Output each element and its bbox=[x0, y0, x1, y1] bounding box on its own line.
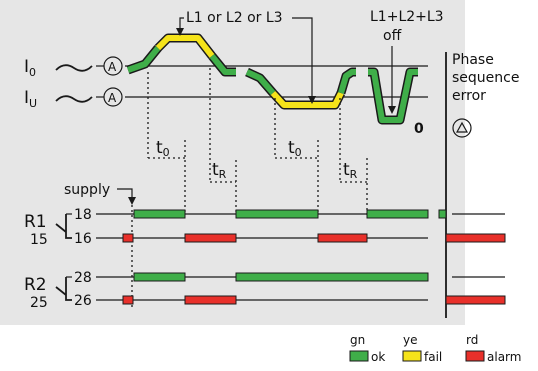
t0-label-2: t0 bbox=[288, 138, 302, 159]
legend-code-yellow: ye bbox=[403, 333, 417, 347]
ammeter-label-top: A bbox=[108, 60, 117, 74]
arrow-head-any-left bbox=[176, 28, 184, 36]
arrow-any-phase-right bbox=[292, 17, 313, 100]
r2-no-bar-1 bbox=[133, 272, 186, 282]
phase-error-line2: sequence bbox=[452, 70, 519, 86]
label-all-off-line2: off bbox=[383, 28, 402, 44]
legend-swatch-red bbox=[465, 350, 485, 362]
current-trace-yellow-low-fill bbox=[270, 90, 344, 108]
legend-meaning-yellow: fail bbox=[424, 350, 442, 364]
r1-contact-symbol bbox=[55, 214, 72, 239]
i0-wave-icon bbox=[55, 64, 93, 72]
r1-no-bar-3 bbox=[366, 209, 429, 219]
phase-error-line3: error bbox=[452, 88, 486, 104]
r2-common-terminal: 25 bbox=[30, 295, 48, 311]
label-zero: 0 bbox=[414, 121, 424, 137]
tr-label-2: tR bbox=[343, 160, 358, 181]
r2-no-terminal: 28 bbox=[74, 270, 92, 286]
phase-rotation-icon bbox=[452, 118, 472, 138]
current-trace-green-drop-fill bbox=[368, 69, 418, 123]
label-all-off-line1: L1+L2+L3 bbox=[370, 9, 444, 25]
r1-nc-bar-start bbox=[122, 233, 134, 243]
legend-code-green: gn bbox=[350, 333, 365, 347]
r1-common-terminal: 15 bbox=[30, 232, 48, 248]
legend: gn ok ye fail rd alarm bbox=[349, 333, 521, 364]
supply-arrow-head bbox=[128, 197, 136, 205]
current-trace-green-mid-fill bbox=[209, 54, 236, 75]
r1-nc-terminal: 16 bbox=[74, 231, 92, 247]
r1-no-bar-1 bbox=[133, 209, 186, 219]
iu-label: IU bbox=[24, 88, 37, 110]
phase-rotation-triangle-icon bbox=[455, 121, 469, 133]
r1-no-bar-4 bbox=[438, 209, 447, 219]
r2-contact-symbol bbox=[55, 277, 72, 301]
r2-label: R2 bbox=[24, 275, 47, 295]
r2-nc-bar-1 bbox=[184, 295, 237, 305]
ammeter-label-bottom: A bbox=[108, 91, 117, 105]
current-trace-green-2-fill bbox=[245, 69, 276, 95]
legend-swatch-green bbox=[349, 350, 369, 362]
current-trace-yellow-high-fill bbox=[155, 35, 215, 58]
current-trace-green-3-fill bbox=[338, 69, 356, 94]
arrow-head-any-right bbox=[308, 96, 316, 104]
arrow-any-phase-left bbox=[179, 17, 184, 30]
i0-label: I0 bbox=[24, 57, 36, 79]
arrow-head-all-off bbox=[388, 106, 396, 114]
r1-nc-bar-1 bbox=[184, 233, 237, 243]
supply-label: supply bbox=[64, 182, 110, 198]
legend-meaning-red: alarm bbox=[487, 350, 521, 364]
r1-label: R1 bbox=[24, 212, 47, 232]
r1-nc-bar-3 bbox=[445, 233, 506, 243]
r2-no-bar-2 bbox=[235, 272, 429, 282]
legend-code-red: rd bbox=[466, 333, 478, 347]
iu-wave-icon bbox=[55, 95, 93, 103]
phase-error-line1: Phase bbox=[452, 52, 494, 68]
t0-label-1: t0 bbox=[156, 138, 170, 159]
legend-meaning-green: ok bbox=[371, 350, 385, 364]
supply-arrow bbox=[117, 188, 133, 200]
legend-swatch-yellow bbox=[402, 350, 422, 362]
r2-nc-bar-start bbox=[122, 295, 134, 305]
r1-nc-bar-2 bbox=[317, 233, 368, 243]
r2-nc-terminal: 26 bbox=[74, 293, 92, 309]
r1-no-terminal: 18 bbox=[74, 207, 92, 223]
diagram-panel bbox=[0, 0, 465, 325]
label-any-phase: L1 or L2 or L3 bbox=[186, 10, 283, 26]
r1-no-bar-2 bbox=[235, 209, 319, 219]
tr-label-1: tR bbox=[212, 160, 227, 181]
r2-nc-bar-2 bbox=[445, 295, 506, 305]
current-trace-green-start-fill bbox=[127, 46, 161, 73]
